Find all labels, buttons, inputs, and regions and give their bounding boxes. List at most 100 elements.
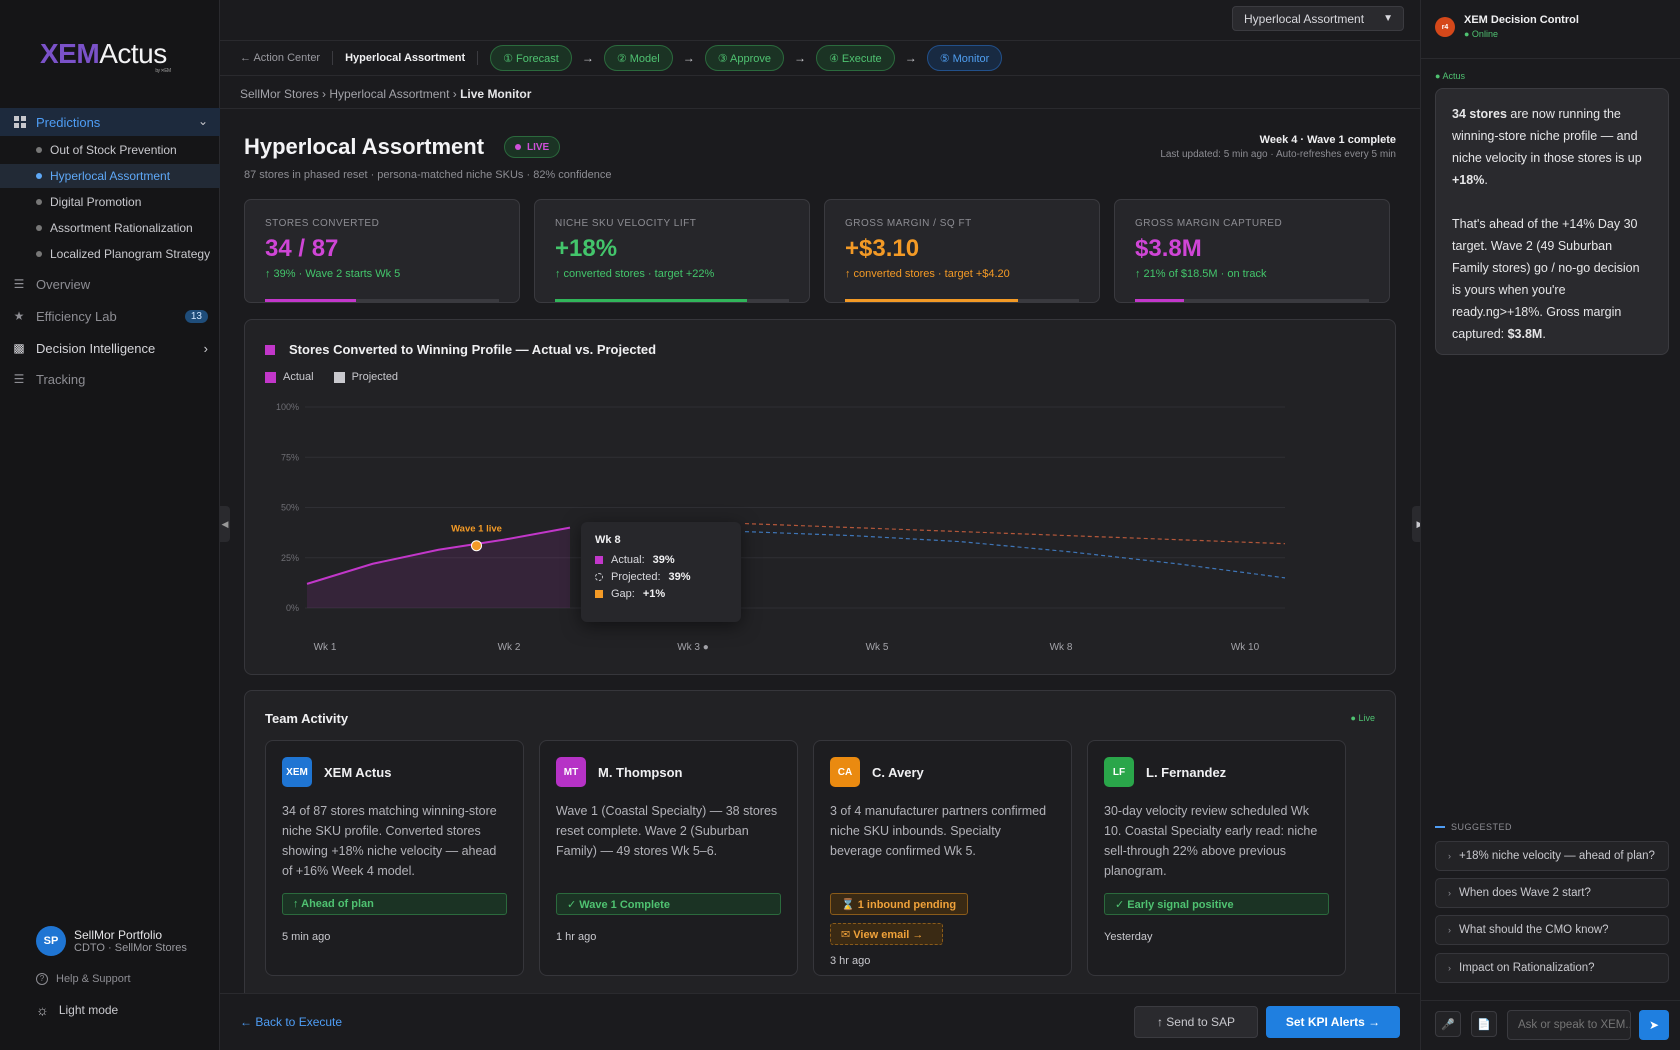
message-highlight: $3.8M xyxy=(1507,327,1543,341)
activity-time: 5 min ago xyxy=(282,931,331,943)
tooltip-row-projected: Projected: 39% xyxy=(595,571,727,583)
sidebar-item-label: Localized Planogram Strategy xyxy=(50,247,211,261)
microphone-button[interactable]: 🎤 xyxy=(1435,1011,1461,1037)
chat-input-bar: 🎤 📄 ➤ xyxy=(1421,1000,1680,1050)
page-title: Hyperlocal Assortment xyxy=(244,134,485,159)
nav-efficiency-lab[interactable]: ★ Efficiency Lab 13 xyxy=(0,304,220,328)
kpi-value: $3.8M xyxy=(1135,235,1202,262)
legend-actual[interactable]: Actual xyxy=(265,371,314,383)
breadcrumb-item[interactable]: Hyperlocal Assortment xyxy=(329,87,450,101)
sidebar-item-hyperlocal[interactable]: Hyperlocal Assortment xyxy=(0,164,220,188)
gap-line xyxy=(744,522,1286,545)
panel-header: r4 XEM Decision Control ● Online xyxy=(1435,14,1579,39)
list-icon: ☰ xyxy=(13,372,25,386)
tooltip-label: Actual: xyxy=(611,554,645,566)
help-label: Help & Support xyxy=(56,973,131,985)
tooltip-label: Projected: xyxy=(611,571,661,583)
week-label: Week 4 · Wave 1 complete xyxy=(1259,134,1396,146)
breadcrumb-item[interactable]: SellMor Stores xyxy=(240,87,319,101)
step-model[interactable]: ② Model xyxy=(603,45,673,71)
tooltip-value: +1% xyxy=(642,588,666,600)
activity-card-xem[interactable]: XEM XEM Actus 34 of 87 stores matching wi… xyxy=(265,740,524,976)
view-email-button[interactable]: ✉ View email → xyxy=(830,923,943,945)
send-to-sap-button[interactable]: ↑ Send to SAP xyxy=(1134,1006,1258,1038)
activity-time: 1 hr ago xyxy=(556,931,597,943)
document-icon: 📄 xyxy=(1477,1018,1491,1031)
action-center-link[interactable]: ← Action Center xyxy=(240,52,321,64)
chevron-right-icon: › xyxy=(1448,851,1451,861)
logo-sub: by ✕EM xyxy=(155,68,171,74)
collapse-sidebar-handle[interactable]: ◀ xyxy=(220,506,230,542)
x-tick-label: Wk 8 xyxy=(1050,642,1073,653)
use-case-dropdown[interactable]: Hyperlocal Assortment ▼ xyxy=(1232,6,1404,31)
step-forecast[interactable]: ① Forecast xyxy=(490,45,572,71)
send-button[interactable]: ➤ xyxy=(1639,1010,1669,1040)
back-to-execute-link[interactable]: ← Back to Execute xyxy=(240,1015,343,1029)
kpi-card-velocity-lift[interactable]: NICHE SKU VELOCITY LIFT +18% ↑ converted… xyxy=(534,199,810,303)
legend-projected[interactable]: Projected xyxy=(333,371,398,383)
help-icon: ? xyxy=(36,973,48,985)
sidebar-item-label: Digital Promotion xyxy=(50,195,142,209)
x-tick-label: Wk 2 xyxy=(498,642,521,653)
kpi-card-stores-converted[interactable]: STORES CONVERTED 34 / 87 ↑ 39% · Wave 2 … xyxy=(244,199,520,303)
last-updated: Last updated: 5 min ago · Auto-refreshes… xyxy=(1160,149,1396,160)
left-sidebar: XEMActus by ✕EM Predictions ⌄ Out of Sto… xyxy=(0,0,220,1050)
tooltip-row-actual: Actual: 39% xyxy=(595,554,727,566)
avatar: SP xyxy=(36,926,66,956)
breadcrumb-current: Live Monitor xyxy=(460,87,532,101)
nav-predictions[interactable]: Predictions ⌄ xyxy=(0,108,220,136)
chat-input[interactable] xyxy=(1507,1010,1631,1040)
kpi-label: GROSS MARGIN / SQ FT xyxy=(845,218,972,229)
team-live-indicator: ● Live xyxy=(1350,713,1375,723)
light-mode-toggle[interactable]: ☼ Light mode xyxy=(36,1002,118,1018)
status-badge: ↑ Ahead of plan xyxy=(282,893,507,915)
actual-area xyxy=(307,527,570,608)
sidebar-item-digital-promotion[interactable]: Digital Promotion xyxy=(0,190,220,214)
logo-actus: Actus xyxy=(99,38,167,69)
nav-tracking[interactable]: ☰ Tracking xyxy=(0,367,220,391)
team-activity-title: Team Activity xyxy=(265,711,349,726)
projected-line xyxy=(744,531,1286,579)
step-execute[interactable]: ④ Execute xyxy=(816,45,895,71)
online-status: ● Online xyxy=(1464,29,1498,39)
kpi-card-gross-margin-captured[interactable]: GROSS MARGIN CAPTURED $3.8M ↑ 21% of $18… xyxy=(1114,199,1390,303)
attach-document-button[interactable]: 📄 xyxy=(1471,1011,1497,1037)
kpi-card-gross-margin-sqft[interactable]: GROSS MARGIN / SQ FT +$3.10 ↑ converted … xyxy=(824,199,1100,303)
current-use-case: Hyperlocal Assortment xyxy=(345,52,466,64)
sidebar-item-assortment-rationalization[interactable]: Assortment Rationalization xyxy=(0,216,220,240)
list-icon: ☰ xyxy=(13,277,25,291)
message-text: . xyxy=(1542,327,1546,341)
suggestion-chip[interactable]: › When does Wave 2 start? xyxy=(1435,878,1669,908)
sidebar-item-planogram[interactable]: Localized Planogram Strategy xyxy=(0,242,220,266)
step-approve[interactable]: ③ Approve xyxy=(704,45,785,71)
kpi-progress-bar xyxy=(845,299,1079,302)
sidebar-item-out-of-stock[interactable]: Out of Stock Prevention xyxy=(0,138,220,162)
nav-overview[interactable]: ☰ Overview xyxy=(0,272,220,296)
activity-card-thompson[interactable]: MT M. Thompson Wave 1 (Coastal Specialty)… xyxy=(539,740,798,976)
chart-title-text: Stores Converted to Winning Profile — Ac… xyxy=(289,342,657,357)
message-author: ● Actus xyxy=(1435,71,1465,81)
step-monitor[interactable]: ⑤ Monitor xyxy=(926,45,1003,71)
decision-control-panel: r4 XEM Decision Control ● Online ● Actus… xyxy=(1420,0,1680,1050)
activity-author: C. Avery xyxy=(872,764,924,780)
kpi-progress-fill xyxy=(845,299,1019,302)
set-kpi-alerts-button[interactable]: Set KPI Alerts → xyxy=(1266,1006,1400,1038)
suggestion-chip[interactable]: › What should the CMO know? xyxy=(1435,915,1669,945)
chart-svg[interactable]: 100%75%50%25%0%Wk 1 Wk 2 Wk 3 ● Wk 5 Wk 8 Wk … xyxy=(245,320,1395,674)
user-profile[interactable]: SP SellMor Portfolio CDTO · SellMor Stor… xyxy=(36,926,187,956)
chevron-right-icon: › xyxy=(1448,963,1451,973)
activity-card-fernandez[interactable]: LF L. Fernandez 30-day velocity review sc… xyxy=(1087,740,1346,976)
nav-decision-intelligence[interactable]: ▩ Decision Intelligence › xyxy=(0,336,220,360)
legend-swatch-actual xyxy=(265,371,276,383)
main-content: Hyperlocal Assortment ▼ ← Action Center H… xyxy=(220,0,1428,1050)
app-logo[interactable]: XEMActus by ✕EM xyxy=(40,38,171,74)
chart-title-marker xyxy=(265,344,275,355)
bullet-icon xyxy=(36,147,42,153)
suggestion-chip[interactable]: › Impact on Rationalization? xyxy=(1435,953,1669,983)
nav-predictions-label: Predictions xyxy=(36,114,101,130)
help-support-link[interactable]: ? Help & Support xyxy=(36,973,131,985)
message-text: are now running the winning-store niche … xyxy=(1452,107,1642,165)
activity-card-avery[interactable]: CA C. Avery 3 of 4 manufacturer partners … xyxy=(813,740,1072,976)
suggestion-chip[interactable]: › +18% niche velocity — ahead of plan? xyxy=(1435,841,1669,871)
light-mode-label: Light mode xyxy=(58,1003,119,1017)
